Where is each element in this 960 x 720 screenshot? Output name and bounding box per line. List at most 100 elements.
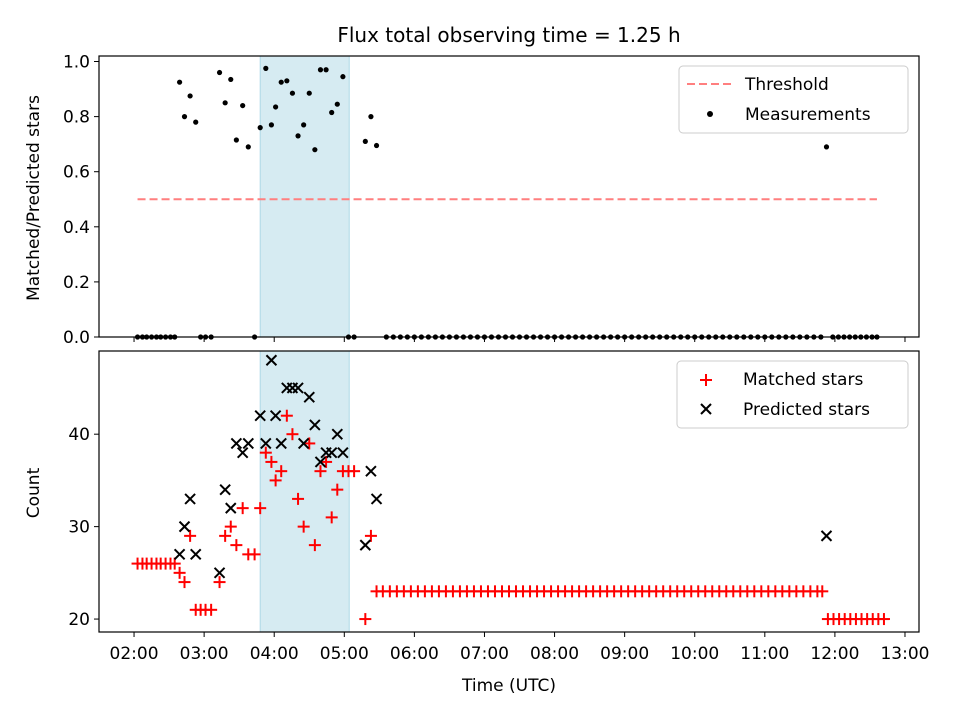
legend-predicted-label: Predicted stars bbox=[743, 400, 870, 420]
matched-star-point bbox=[184, 529, 197, 542]
legend-matched-swatch bbox=[700, 374, 712, 386]
predicted-star-stroke-b bbox=[260, 437, 272, 450]
top-highlight-span bbox=[259, 55, 350, 338]
bottom-axes-frame bbox=[98, 350, 920, 633]
predicted-star-point bbox=[219, 483, 231, 496]
predicted-star-point bbox=[236, 446, 249, 459]
predicted-star-point bbox=[331, 428, 343, 440]
measurement-point bbox=[245, 144, 251, 150]
predicted-star-stroke-b bbox=[365, 465, 377, 477]
measurement-point bbox=[278, 79, 284, 85]
measurement-point bbox=[340, 74, 346, 80]
top-ytick-label: 0.2 bbox=[63, 273, 90, 293]
predicted-star-point bbox=[213, 567, 226, 579]
bottom-xtick-label: 02:00 bbox=[110, 644, 159, 664]
legend-threshold-label: Threshold bbox=[744, 75, 829, 95]
predicted-star-point bbox=[184, 493, 196, 505]
matched-star-point bbox=[364, 529, 377, 542]
matched-star-point bbox=[286, 428, 299, 441]
predicted-star-stroke-b bbox=[370, 493, 383, 505]
matched-star-point bbox=[275, 465, 288, 478]
predicted-star-point bbox=[314, 456, 327, 468]
predicted-star-point bbox=[225, 502, 237, 514]
matched-star-point bbox=[224, 520, 237, 533]
measurement-point bbox=[295, 133, 301, 139]
top-ytick-label: 0.0 bbox=[63, 328, 90, 348]
matched-star-point bbox=[259, 446, 272, 459]
top-ytick-label: 0.8 bbox=[63, 108, 90, 128]
bottom-y-axis-label: Count bbox=[24, 467, 44, 518]
measurement-point bbox=[362, 138, 368, 145]
bottom-xtick-label: 04:00 bbox=[250, 644, 299, 664]
matched-star-point bbox=[173, 566, 186, 579]
predicted-star-stroke-b bbox=[331, 428, 343, 440]
predicted-star-stroke-b bbox=[275, 437, 287, 450]
predicted-star-point bbox=[265, 354, 278, 366]
predicted-star-point bbox=[230, 437, 243, 450]
matched-star-point bbox=[168, 557, 181, 570]
predicted-star-point bbox=[254, 409, 266, 422]
bottom-xtick-label: 13:00 bbox=[880, 644, 929, 664]
matched-star-point bbox=[325, 511, 338, 524]
matched-star-point bbox=[236, 502, 249, 515]
measurement-point bbox=[257, 125, 263, 131]
measurement-point bbox=[187, 93, 193, 99]
matched-star-point bbox=[280, 409, 293, 422]
matched-star-point bbox=[265, 455, 278, 468]
top-ytick-label: 0.6 bbox=[63, 163, 90, 183]
predicted-star-stroke-b bbox=[254, 409, 266, 422]
matched-star-point bbox=[254, 502, 267, 515]
top-y-axis-label: Matched/Predicted stars bbox=[24, 95, 44, 301]
top-axes-frame bbox=[98, 55, 920, 338]
predicted-star-stroke-b bbox=[225, 502, 237, 514]
legend-predicted-swatch bbox=[700, 403, 712, 415]
matched-star-point bbox=[219, 529, 232, 542]
matched-star-point bbox=[178, 576, 191, 589]
bottom-xtick-label: 03:00 bbox=[180, 644, 229, 664]
matched-star-point bbox=[230, 539, 243, 552]
bottom-ytick-label: 40 bbox=[68, 425, 90, 445]
bottom-xtick-label: 08:00 bbox=[530, 644, 579, 664]
measurement-point bbox=[284, 78, 290, 84]
bottom-xtick-label: 07:00 bbox=[460, 644, 509, 664]
predicted-star-stroke-b bbox=[265, 354, 278, 366]
measurement-point bbox=[233, 137, 239, 143]
measurement-point bbox=[312, 147, 318, 153]
x-axis-label: Time (UTC) bbox=[461, 676, 556, 696]
measurement-point bbox=[368, 114, 374, 120]
legend-measurements-swatch bbox=[707, 111, 713, 117]
top-ytick-label: 0.4 bbox=[63, 218, 90, 238]
predicted-star-point bbox=[309, 419, 321, 431]
predicted-star-stroke-b bbox=[309, 419, 321, 431]
predicted-star-point bbox=[303, 391, 315, 403]
legend-top-frame bbox=[678, 65, 909, 134]
predicted-star-stroke-b bbox=[213, 567, 226, 579]
measurement-point bbox=[176, 79, 183, 85]
predicted-star-point bbox=[260, 437, 272, 450]
matched-star-point bbox=[816, 585, 829, 598]
bottom-xtick-label: 06:00 bbox=[390, 644, 439, 664]
predicted-star-stroke-b bbox=[325, 446, 338, 459]
predicted-star-point bbox=[242, 437, 254, 450]
measurement-point bbox=[222, 100, 228, 106]
top-panel: 0.0 0.2 0.4 0.6 0.8 1.0 bbox=[63, 53, 920, 348]
predicted-star-point bbox=[297, 437, 310, 450]
measurement-point bbox=[273, 104, 279, 110]
matched-star-point bbox=[314, 465, 327, 478]
measurement-point bbox=[317, 67, 324, 73]
matched-star-point bbox=[248, 548, 261, 561]
predicted-star-stroke-b bbox=[314, 456, 327, 468]
measurement-point bbox=[329, 109, 335, 116]
measurement-point bbox=[240, 102, 246, 109]
measurement-point bbox=[323, 67, 329, 73]
predicted-star-point bbox=[365, 465, 377, 477]
measurement-point bbox=[181, 114, 188, 120]
bottom-ytick-label: 20 bbox=[68, 610, 90, 630]
bottom-ytick-label: 30 bbox=[68, 518, 90, 538]
predicted-star-stroke-b bbox=[190, 548, 202, 561]
legend-bottom-frame bbox=[676, 360, 909, 429]
predicted-star-stroke-b bbox=[173, 548, 186, 561]
bottom-panel: 20 30 40 02:00 03:00 04:00 05:00 06:00 07:00 08:0… bbox=[68, 350, 929, 664]
measurement-point bbox=[334, 101, 340, 107]
legend-measurements-label: Measurements bbox=[745, 105, 871, 125]
